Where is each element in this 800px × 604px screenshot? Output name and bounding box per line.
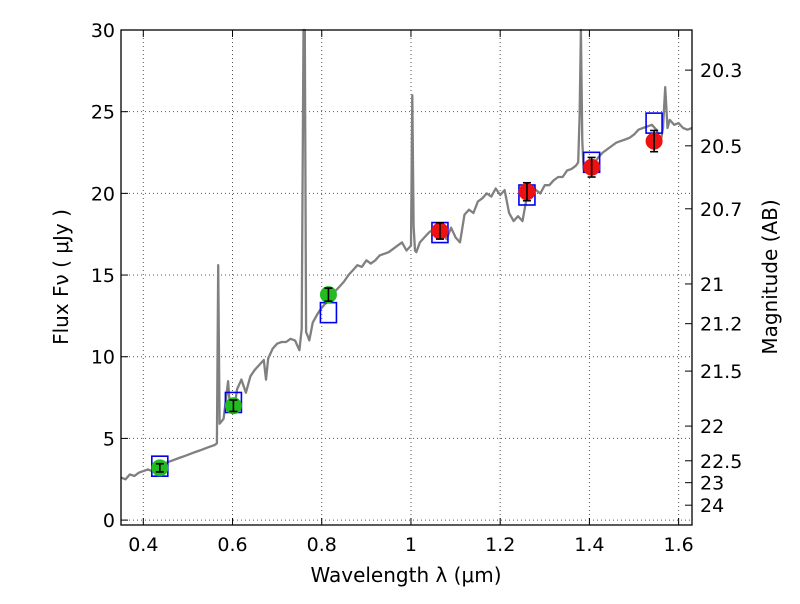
y-tick-label: 10 xyxy=(91,347,115,369)
observed-series xyxy=(151,129,663,477)
x-tick-label: 0.4 xyxy=(128,534,158,556)
x-tick-label: 1.4 xyxy=(574,534,604,556)
y2-tick-label: 24 xyxy=(700,495,724,517)
y2-tick-label: 21.5 xyxy=(700,361,742,383)
y-tick-label: 0 xyxy=(103,510,115,532)
x-tick-label: 1.2 xyxy=(485,534,515,556)
x-axis-label: Wavelength λ (μm) xyxy=(310,563,501,587)
y2-tick-label: 23 xyxy=(700,473,724,495)
y-axis-label: Flux Fν ( μJy ) xyxy=(49,209,73,345)
y-tick-label: 25 xyxy=(91,102,115,124)
y-tick-label: 20 xyxy=(91,183,115,205)
y2-tick-label: 22 xyxy=(700,416,724,438)
x-tick-label: 1.6 xyxy=(664,534,694,556)
y2-tick-label: 21 xyxy=(700,274,724,296)
y2-tick-label: 20.5 xyxy=(700,136,742,158)
y2-tick-label: 21.2 xyxy=(700,314,742,336)
x-tick-label: 0.6 xyxy=(217,534,247,556)
y2-tick-label: 20.3 xyxy=(700,60,742,82)
plot-frame xyxy=(120,29,693,526)
x-tick-label: 0.8 xyxy=(307,534,337,556)
y2-tick-label: 20.7 xyxy=(700,199,742,221)
y2-tick-label: 22.5 xyxy=(700,451,742,473)
grid xyxy=(121,29,692,525)
y2-axis-label: Magnitude (AB) xyxy=(758,199,782,354)
axis-ticks: 0.4 0.6 0.8 1 1.2 1.4 1.6 0 5 10 15 20 25 30 20.3 20.5 2… xyxy=(91,20,743,556)
x-tick-label: 1 xyxy=(405,534,417,556)
y-tick-label: 5 xyxy=(103,428,115,450)
y-tick-label: 30 xyxy=(91,20,115,42)
y-tick-label: 15 xyxy=(91,265,115,287)
